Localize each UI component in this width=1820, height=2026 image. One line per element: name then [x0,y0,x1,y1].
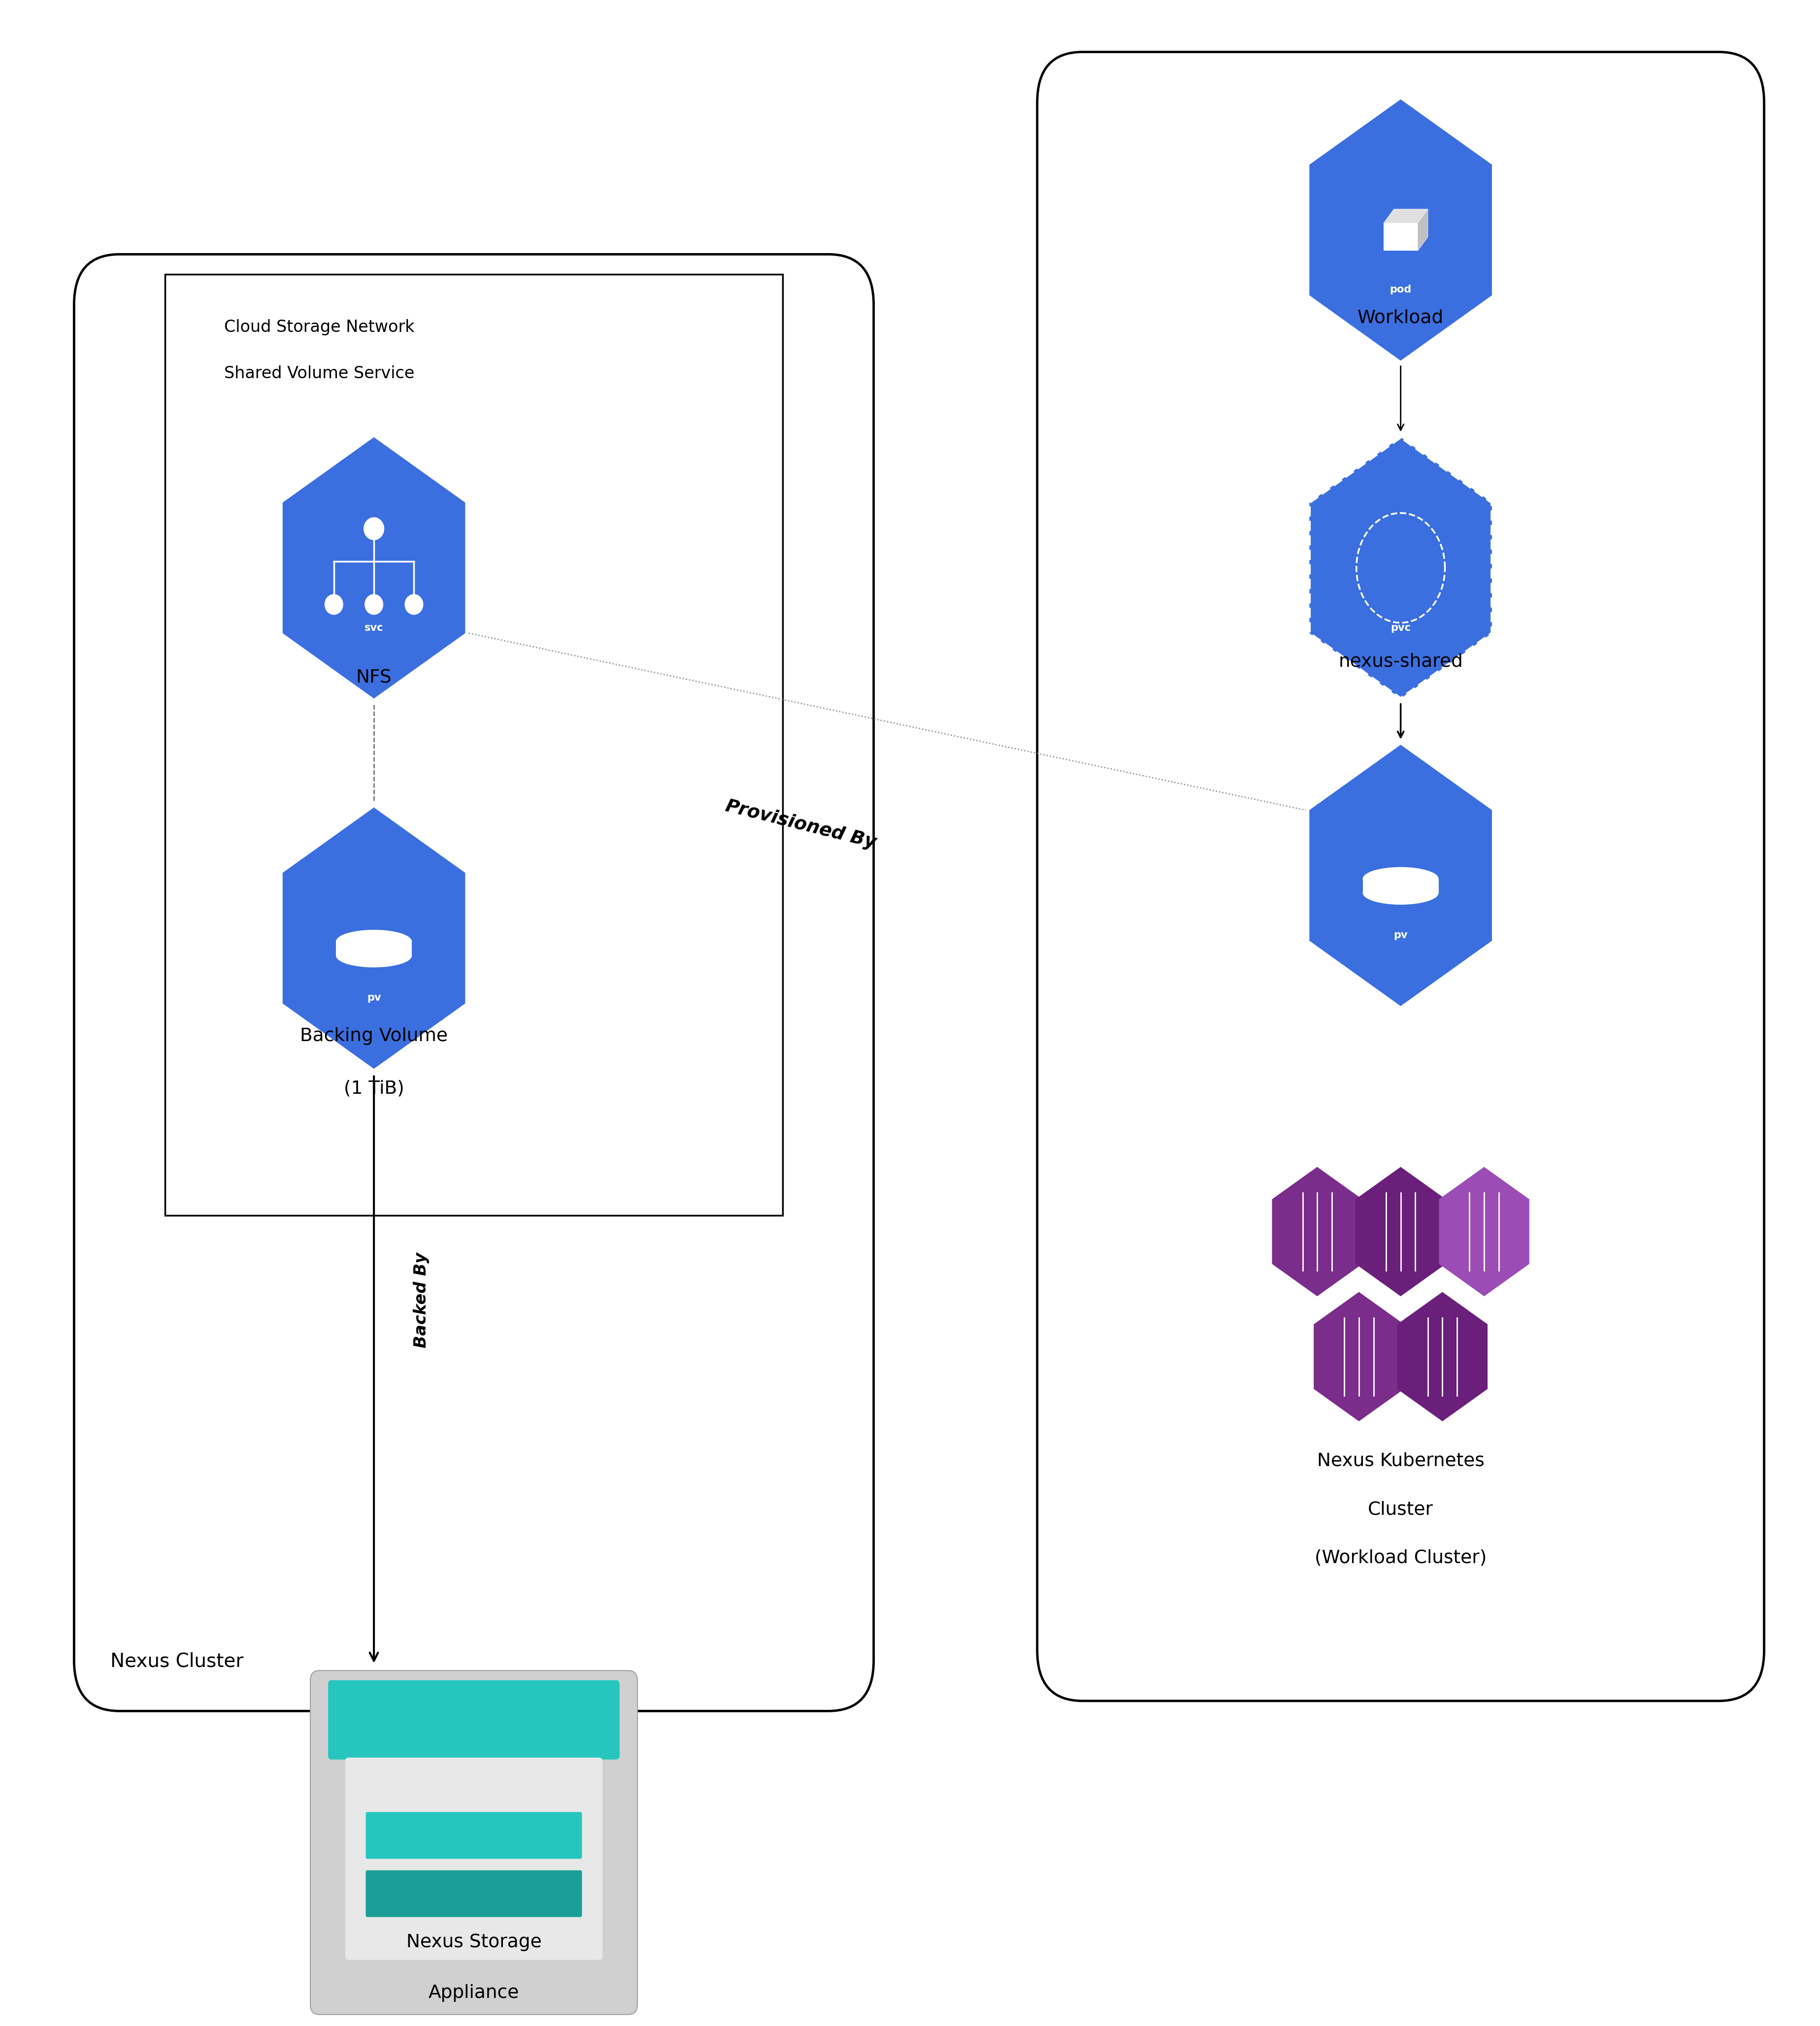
Ellipse shape [337,930,411,954]
Text: pv: pv [368,993,380,1003]
Text: svc: svc [364,622,384,632]
Text: pv: pv [1394,930,1407,940]
Bar [166,274,783,1216]
Polygon shape [282,808,466,1070]
Text: Backing Volume: Backing Volume [300,1027,448,1045]
FancyBboxPatch shape [366,1870,582,1917]
Text: Backed By: Backed By [413,1252,430,1347]
Text: Cloud Storage Network: Cloud Storage Network [224,318,415,334]
Circle shape [364,594,382,614]
Polygon shape [1383,209,1429,223]
FancyBboxPatch shape [1037,53,1764,1702]
Text: (1 TiB): (1 TiB) [344,1080,404,1098]
Polygon shape [1383,223,1418,251]
Text: Nexus Storage: Nexus Storage [406,1933,542,1951]
FancyBboxPatch shape [309,1671,637,2014]
Polygon shape [1314,1293,1403,1422]
Text: Workload: Workload [1358,308,1443,326]
Text: NFS: NFS [357,669,391,687]
Text: pvc: pvc [1390,622,1410,632]
Text: Nexus Cluster: Nexus Cluster [111,1651,244,1671]
Text: nexus-shared: nexus-shared [1338,652,1463,671]
Polygon shape [282,438,466,699]
Ellipse shape [1363,881,1438,906]
Text: Appliance: Appliance [428,1983,519,2002]
FancyBboxPatch shape [328,1680,619,1759]
Text: Nexus Kubernetes: Nexus Kubernetes [1318,1453,1485,1469]
Text: Shared Volume Service: Shared Volume Service [224,365,415,381]
Polygon shape [1356,1167,1445,1297]
Polygon shape [1363,879,1438,893]
Text: (Workload Cluster): (Workload Cluster) [1314,1550,1487,1566]
Polygon shape [337,942,411,956]
Ellipse shape [1363,867,1438,891]
Polygon shape [1398,1293,1487,1422]
Circle shape [404,594,422,614]
Polygon shape [1440,1167,1529,1297]
FancyBboxPatch shape [75,255,874,1712]
Polygon shape [1309,746,1492,1007]
Text: Provisioned By: Provisioned By [724,798,879,853]
Polygon shape [1309,438,1492,699]
Text: Cluster: Cluster [1369,1501,1434,1517]
Ellipse shape [337,944,411,966]
Text: pod: pod [1390,286,1412,294]
Circle shape [324,594,342,614]
Polygon shape [1272,1167,1363,1297]
Polygon shape [1418,209,1429,251]
FancyBboxPatch shape [346,1759,602,1959]
Circle shape [364,517,384,539]
Polygon shape [1309,99,1492,361]
FancyBboxPatch shape [366,1811,582,1858]
